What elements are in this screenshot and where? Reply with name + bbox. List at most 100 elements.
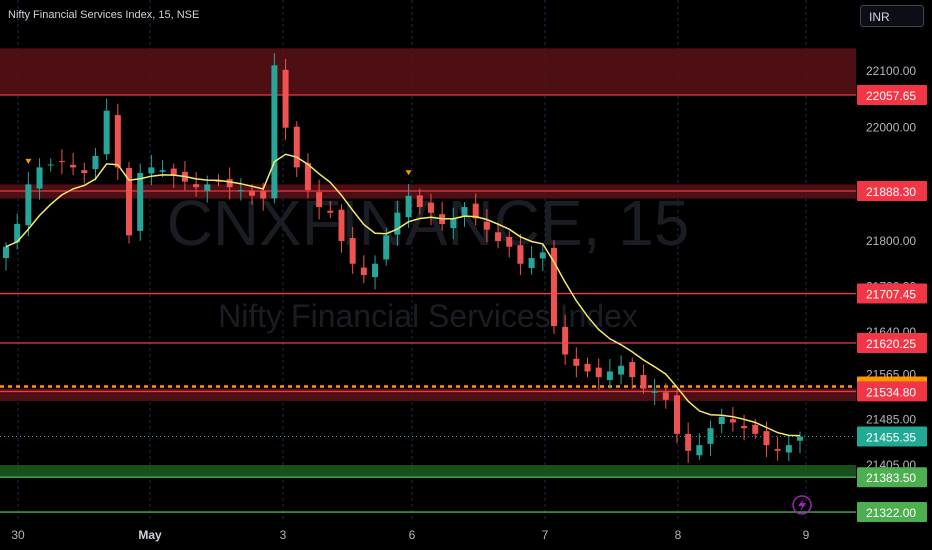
candle-body (763, 431, 770, 446)
level-price-label: 21322.00 (857, 502, 927, 523)
candle-body (293, 126, 300, 168)
candle-body (215, 180, 222, 182)
candle-body (70, 164, 77, 168)
candle-body (741, 426, 748, 429)
level-price-label-bg (857, 283, 927, 304)
level-price-label-bg (857, 332, 927, 353)
candle-body (349, 238, 356, 264)
candle-body (126, 168, 133, 236)
level-price-label: 21455.35 (857, 426, 927, 447)
level-price-label-text: 22057.65 (866, 89, 916, 103)
level-price-label-text: 21888.30 (866, 185, 916, 199)
level-price-label-bg (857, 502, 927, 523)
price-zones (0, 48, 856, 478)
candle-body (718, 416, 725, 425)
level-price-label-bg (857, 181, 927, 202)
candle-body (92, 156, 99, 170)
price-axis-tick-label: 21485.00 (866, 413, 916, 427)
candle-body (483, 221, 490, 230)
candle-body (696, 445, 703, 456)
candle-body (237, 190, 244, 192)
candle-body (204, 184, 211, 191)
price-axis-tick-label: 21800.00 (866, 234, 916, 248)
candle-body (785, 445, 792, 453)
candle-body (662, 392, 669, 400)
candle-body (148, 167, 155, 174)
time-axis-label: 7 (542, 528, 549, 542)
candle-body (550, 247, 557, 327)
candle-body (304, 163, 311, 191)
candle-body (36, 167, 43, 189)
time-axis[interactable]: 30 May 3 6 7 8 9 (11, 528, 809, 542)
price-zone (0, 465, 856, 478)
candle-body (47, 164, 54, 166)
candle-body (405, 195, 412, 218)
candle-body (170, 168, 177, 176)
candle-body (640, 374, 647, 389)
candle-body (673, 395, 680, 434)
level-price-label-bg (857, 85, 927, 106)
candle-body (316, 192, 323, 208)
candle-body (137, 173, 144, 231)
candle-body (14, 224, 21, 243)
candle-body (774, 449, 781, 451)
candle-body (271, 65, 278, 199)
price-zone (0, 388, 856, 401)
candle-body (114, 115, 121, 168)
candle-body (629, 362, 636, 378)
candle-body (539, 252, 546, 259)
candle-body (584, 363, 591, 372)
candle-body (3, 246, 9, 259)
level-price-label: 21383.50 (857, 467, 927, 488)
candle-body (81, 170, 88, 174)
candle-body (58, 160, 65, 162)
signal-marker (405, 170, 412, 176)
level-price-label-text: 21534.80 (866, 385, 916, 399)
candle-body (752, 424, 759, 434)
candle-body (249, 191, 256, 196)
level-price-label-text: 21455.35 (866, 430, 916, 444)
symbol-title: Nifty Financial Services Index, 15, NSE (8, 9, 200, 21)
level-price-label-text: 21620.25 (866, 337, 916, 351)
candle-body (562, 326, 569, 355)
candle-body (573, 358, 580, 366)
candle-body (797, 436, 803, 441)
watermark-name: Nifty Financial Services Index (218, 298, 638, 334)
candle-body (360, 267, 367, 276)
candlestick-series (3, 53, 803, 463)
price-axis-tick-label: 22000.00 (866, 121, 916, 135)
time-axis-label: May (138, 528, 162, 542)
candle-body (595, 367, 602, 378)
level-price-label-bg (857, 381, 927, 402)
time-axis-label: 3 (280, 528, 287, 542)
level-price-label-text: 21707.45 (866, 288, 916, 302)
currency-selector[interactable]: INR (860, 5, 924, 27)
candle-body (25, 184, 32, 226)
signal-marker (25, 158, 32, 164)
time-axis-label: 6 (409, 528, 416, 542)
candle-body (517, 245, 524, 264)
candle-body (327, 210, 334, 213)
moving-average-line (5, 153, 801, 437)
candle-body (450, 218, 457, 229)
candle-body (707, 428, 714, 444)
candle-body (416, 195, 423, 208)
candle-body (729, 419, 736, 423)
candle-body (226, 179, 233, 188)
candle-body (394, 212, 401, 235)
candle-body (651, 391, 658, 393)
price-axis-level-labels: 22057.6521888.3021707.4521620.2521543.50… (857, 85, 927, 523)
candle-body (606, 371, 613, 381)
candle-body (495, 232, 502, 242)
candle-body (260, 191, 267, 199)
lightning-icon[interactable] (792, 495, 812, 515)
level-price-label: 22057.65 (857, 85, 927, 106)
candle-body (193, 184, 200, 188)
signal-markers (25, 158, 412, 176)
price-axis[interactable]: 21405.0021485.0021565.0021640.0021720.00… (866, 64, 916, 472)
level-price-label-text: 21383.50 (866, 471, 916, 485)
time-axis-label: 30 (11, 528, 25, 542)
time-axis-label: 9 (803, 528, 810, 542)
candle-body (383, 235, 390, 260)
